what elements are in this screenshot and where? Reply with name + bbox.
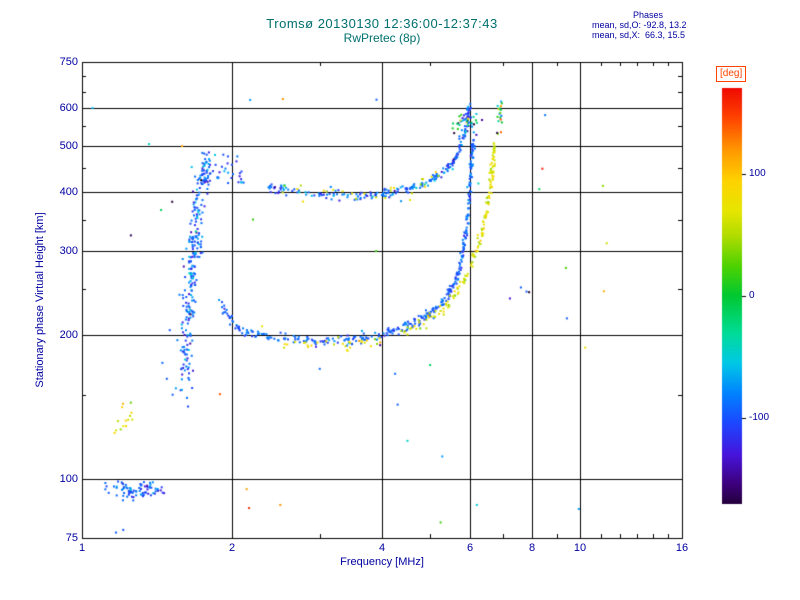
phases-x-stats: mean, sd,X: 66.3, 15.5 bbox=[592, 30, 686, 40]
ytick-label: 750 bbox=[59, 56, 78, 68]
y-axis-label: Stationary phase Virtual Height [km] bbox=[34, 212, 46, 388]
ytick-label: 600 bbox=[59, 102, 78, 114]
xtick-label: 6 bbox=[466, 542, 474, 554]
plot-title: Tromsø 20130130 12:36:00-12:37:43 bbox=[266, 16, 498, 31]
xtick-label: 2 bbox=[228, 542, 236, 554]
plot-subtitle: RwPretec (8p) bbox=[343, 31, 421, 45]
ytick-label: 75 bbox=[65, 532, 78, 544]
colorbar-unit-label: [deg] bbox=[716, 66, 747, 82]
cbtick-label: 100 bbox=[749, 168, 766, 179]
ytick-label: 100 bbox=[59, 473, 78, 485]
phases-title: Phases bbox=[632, 10, 664, 20]
cbtick-label: 0 bbox=[749, 290, 755, 301]
phases-o-stats: mean, sd,O: -92.8, 13.2 bbox=[592, 20, 687, 30]
ytick-label: 500 bbox=[59, 140, 78, 152]
xtick-label: 10 bbox=[573, 542, 587, 554]
ytick-label: 200 bbox=[59, 329, 78, 341]
xtick-label: 1 bbox=[78, 542, 86, 554]
ytick-label: 400 bbox=[59, 186, 78, 198]
xtick-label: 8 bbox=[528, 542, 536, 554]
xtick-label: 4 bbox=[378, 542, 386, 554]
ytick-label: 300 bbox=[59, 245, 78, 257]
x-axis-label: Frequency [MHz] bbox=[340, 556, 424, 568]
cbtick-label: -100 bbox=[749, 412, 770, 423]
phases-summary: Phases mean, sd,O: -92.8, 13.2 mean, sd,… bbox=[592, 10, 704, 40]
xtick-label: 16 bbox=[675, 542, 689, 554]
